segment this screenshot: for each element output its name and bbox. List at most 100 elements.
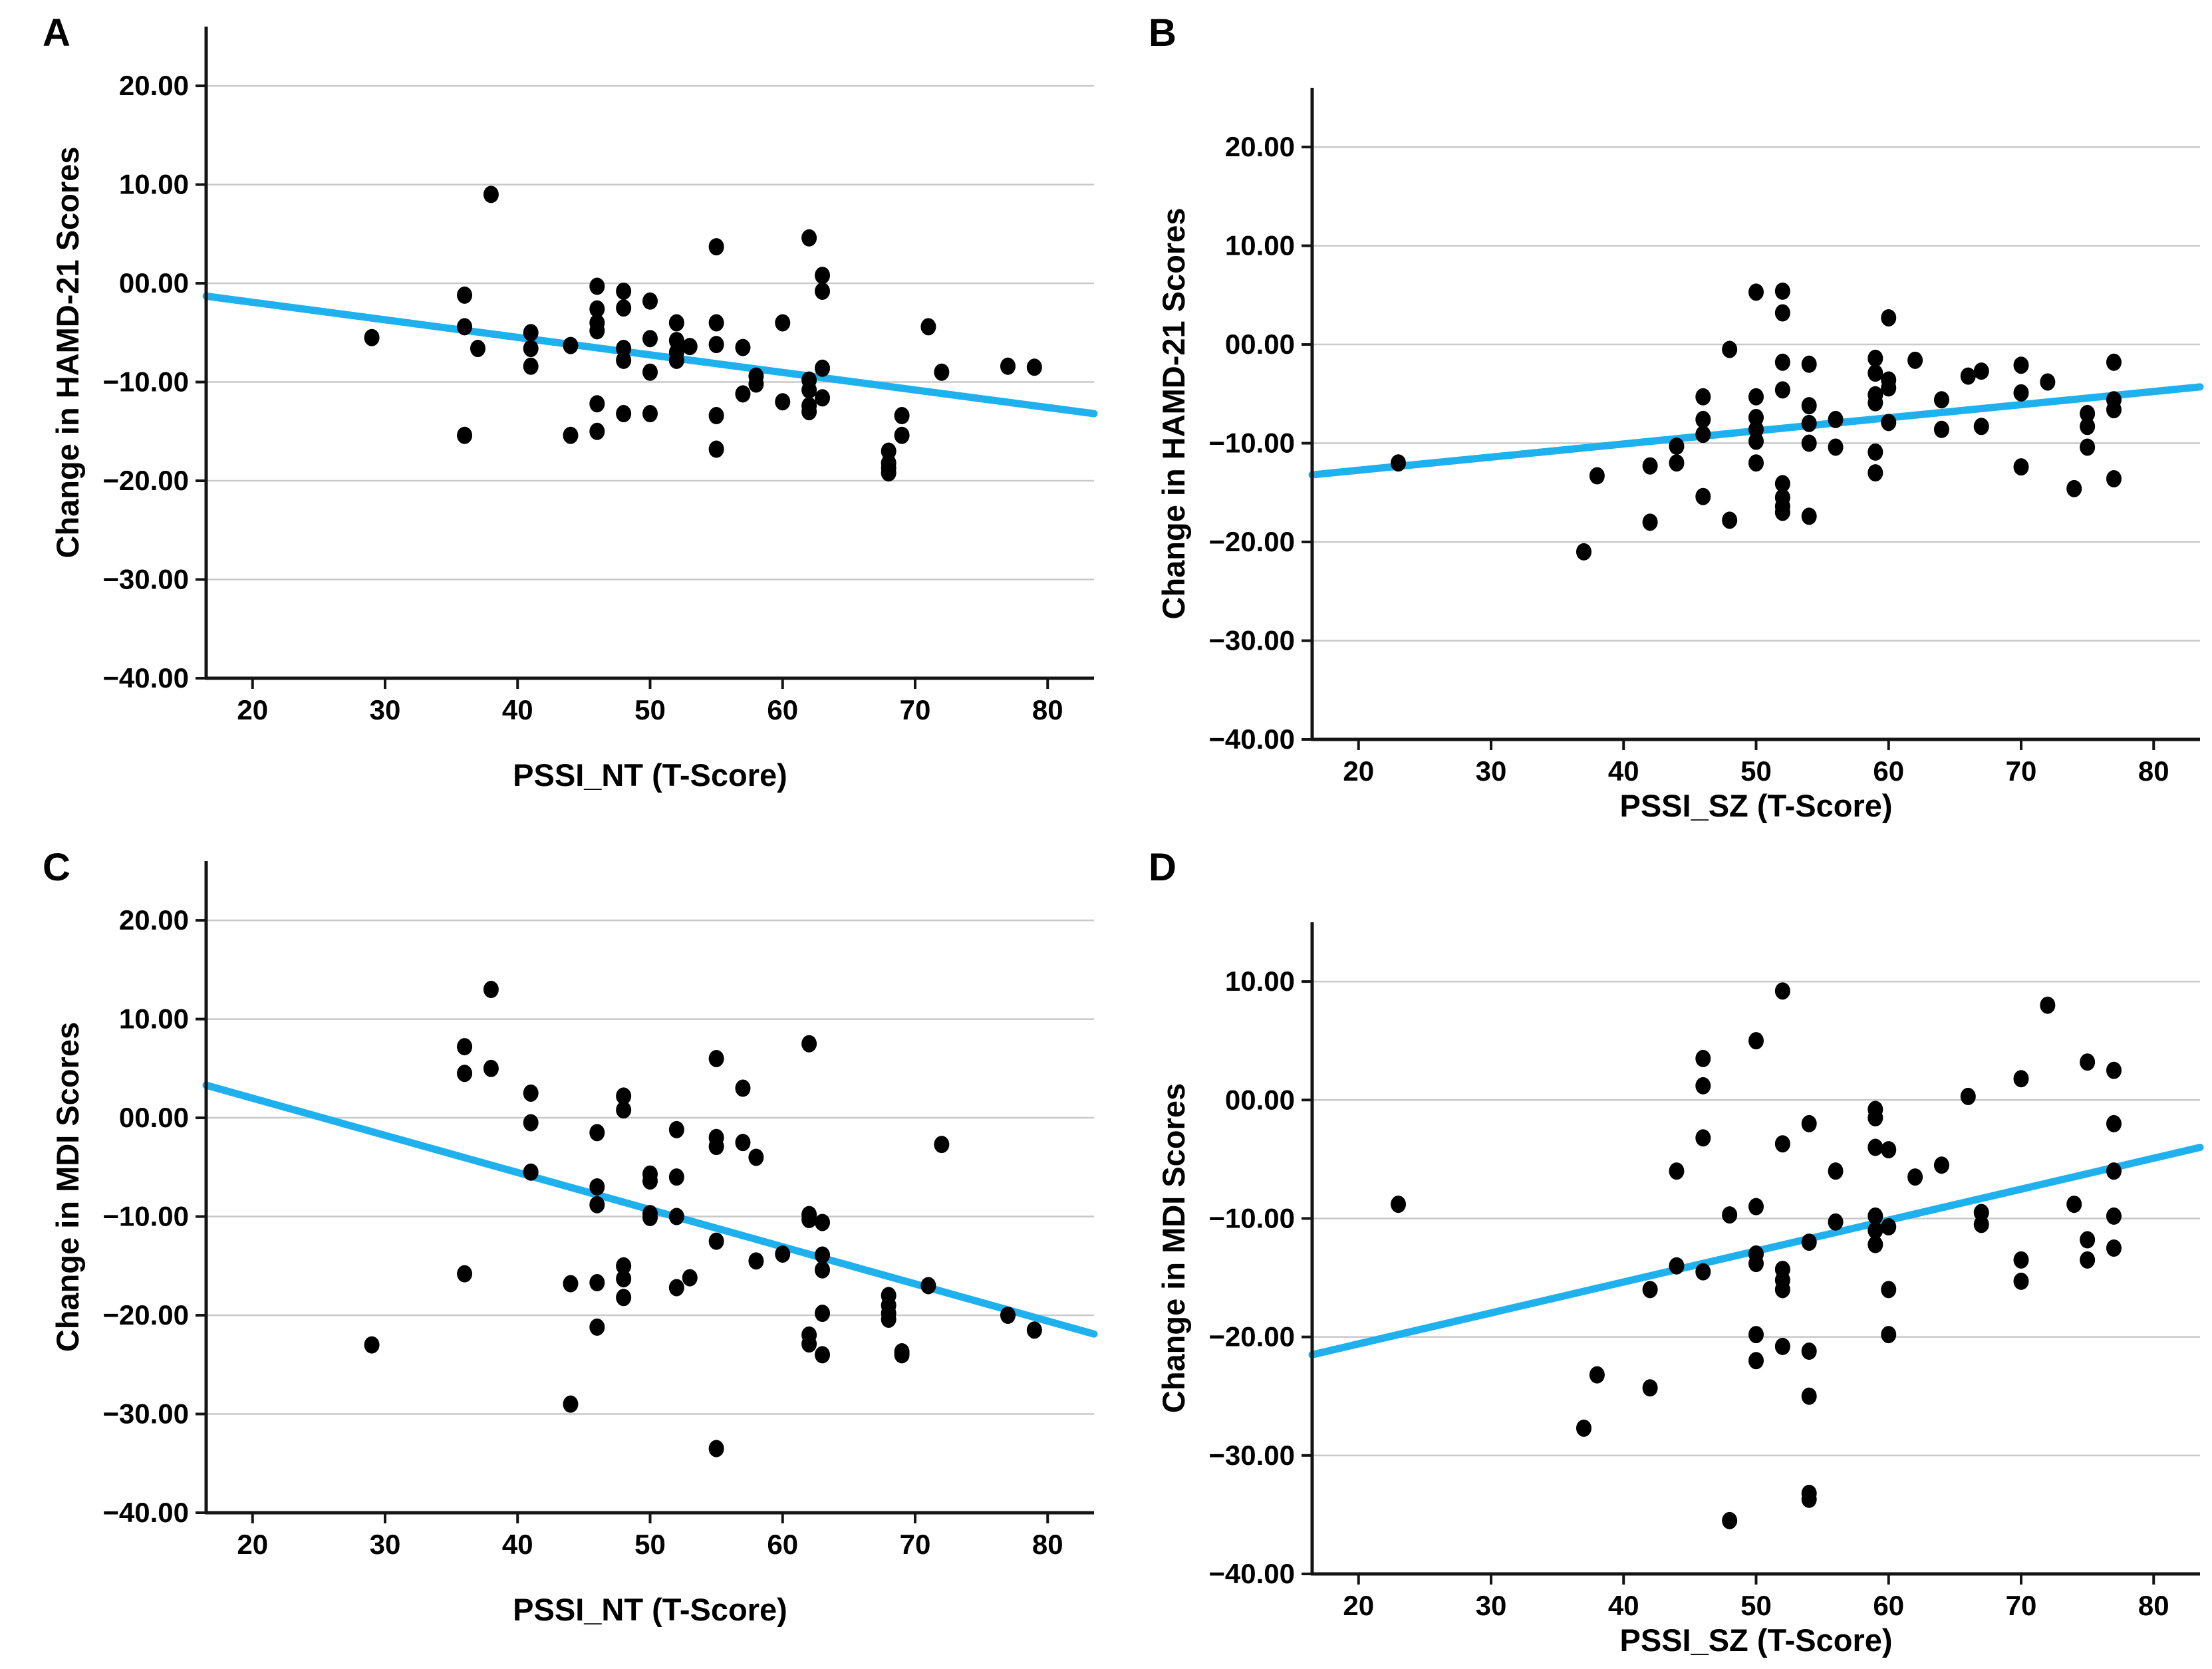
scatter-point [934, 363, 950, 381]
scatter-point [708, 440, 724, 458]
scatter-point [815, 1261, 831, 1279]
x-tick-label: 80 [1032, 694, 1063, 725]
scatter-point [668, 1120, 684, 1138]
scatter-point [616, 1257, 632, 1275]
scatter-point [881, 1310, 897, 1328]
x-tick-label: 50 [1740, 1590, 1772, 1621]
scatter-point [801, 1211, 817, 1228]
scatter-point [1669, 438, 1685, 455]
scatter-point [1774, 503, 1790, 521]
scatter-point [1828, 410, 1844, 428]
scatter-point [735, 385, 751, 403]
scatter-point [616, 351, 632, 369]
scatter-point [1642, 1281, 1658, 1299]
scatter-point [1642, 457, 1658, 475]
y-tick-label: 10.00 [1225, 965, 1295, 997]
scatter-point [589, 300, 605, 318]
scatter-point [2080, 1053, 2096, 1071]
scatter-point [1669, 1257, 1685, 1275]
scatter-point [616, 282, 632, 300]
scatter-point [523, 1084, 539, 1102]
scatter-point [815, 1305, 831, 1323]
panel-d: D 10.00 00.00 −10.00 −20.00 −30.00 −40.00 20 30… [1106, 834, 2212, 1669]
y-tick-label: 20.00 [119, 904, 189, 936]
scatter-point [1774, 982, 1790, 1000]
scatter-point [815, 389, 831, 407]
scatter-point [708, 314, 724, 332]
scatter-point [668, 1168, 684, 1186]
scatter-point [1907, 1168, 1923, 1186]
scatter-point [801, 1335, 817, 1353]
scatter-point [708, 1138, 724, 1156]
x-tick-label: 60 [1873, 1590, 1904, 1621]
scatter-point [1748, 420, 1764, 438]
scatter-point [523, 340, 539, 358]
scatter-point [1722, 1206, 1738, 1224]
scatter-point [1748, 1352, 1764, 1370]
scatter-point [748, 1148, 764, 1166]
scatter-point [1642, 513, 1658, 531]
scatter-point [775, 393, 791, 411]
y-axis-title: Change in MDI Scores [1156, 1083, 1191, 1413]
scatter-point [1801, 414, 1817, 432]
scatter-point [1722, 340, 1738, 358]
y-tick-label: 10.00 [119, 1003, 189, 1035]
scatter-point [1748, 283, 1764, 301]
scatter-point [1000, 357, 1016, 375]
panel-c-plot: 20.00 10.00 00.00 −10.00 −20.00 −30.00 −40.00 2… [50, 861, 1098, 1627]
scatter-point [1695, 487, 1711, 505]
scatter-point [2080, 1251, 2096, 1269]
y-tick-label: 20.00 [1225, 131, 1295, 162]
scatter-point [2080, 1231, 2096, 1249]
x-tick-label: 70 [2006, 755, 2037, 787]
panel-b: B 20.00 10.00 00.00 −10.00 −20.00 −30.00 −40.0… [1106, 0, 2212, 834]
scatter-point [2013, 1272, 2029, 1290]
scatter-point [2106, 1061, 2122, 1079]
scatter-point [1695, 1077, 1711, 1094]
scatter-point [2106, 470, 2122, 487]
y-tick-label: −10.00 [1208, 428, 1295, 459]
scatter-point [1973, 1216, 1989, 1233]
y-tick-label: 00.00 [1225, 328, 1295, 360]
scatter-point [589, 1124, 605, 1142]
scatter-point [668, 1279, 684, 1297]
scatter-point [1695, 426, 1711, 444]
scatter-point [1774, 282, 1790, 300]
y-tick-label: −40.00 [1208, 723, 1295, 755]
scatter-point [1695, 388, 1711, 406]
x-axis-title: PSSI_NT (T-Score) [513, 1592, 787, 1627]
scatter-point [1774, 353, 1790, 371]
scatter-point [708, 1049, 724, 1067]
scatter-point [1933, 1156, 1949, 1174]
x-tick-label: 30 [370, 694, 401, 725]
x-tick-label: 50 [634, 694, 666, 725]
scatter-point [775, 1245, 791, 1263]
scatter-point [1774, 304, 1790, 322]
scatter-point [1748, 1032, 1764, 1050]
x-tick-label: 50 [634, 1529, 666, 1560]
scatter-point [1867, 1235, 1883, 1253]
x-tick-label: 40 [502, 1529, 533, 1560]
scatter-point [1867, 464, 1883, 482]
x-axis-title: PSSI_SZ (T-Score) [1619, 788, 1892, 823]
scatter-point [1722, 1511, 1738, 1529]
scatter-point [1881, 414, 1897, 432]
scatter-point [1774, 1281, 1790, 1299]
scatter-point [1722, 511, 1738, 529]
y-tick-label: −10.00 [102, 1201, 189, 1232]
scatter-point [668, 332, 684, 350]
panel-c-letter: C [43, 846, 71, 889]
scatter-point [801, 1035, 817, 1053]
panel-d-letter: D [1149, 846, 1177, 889]
scatter-point [668, 314, 684, 332]
scatter-point [364, 328, 380, 346]
scatter-point [1026, 1321, 1042, 1339]
scatter-point [1867, 1109, 1883, 1126]
scatter-point [2106, 353, 2122, 371]
scatter-point [1801, 507, 1817, 525]
scatter-point [1867, 1221, 1883, 1239]
scatter-point [2066, 1196, 2082, 1214]
x-tick-label: 20 [1343, 1590, 1374, 1621]
scatter-point [2106, 1114, 2122, 1132]
scatter-point [934, 1136, 950, 1154]
